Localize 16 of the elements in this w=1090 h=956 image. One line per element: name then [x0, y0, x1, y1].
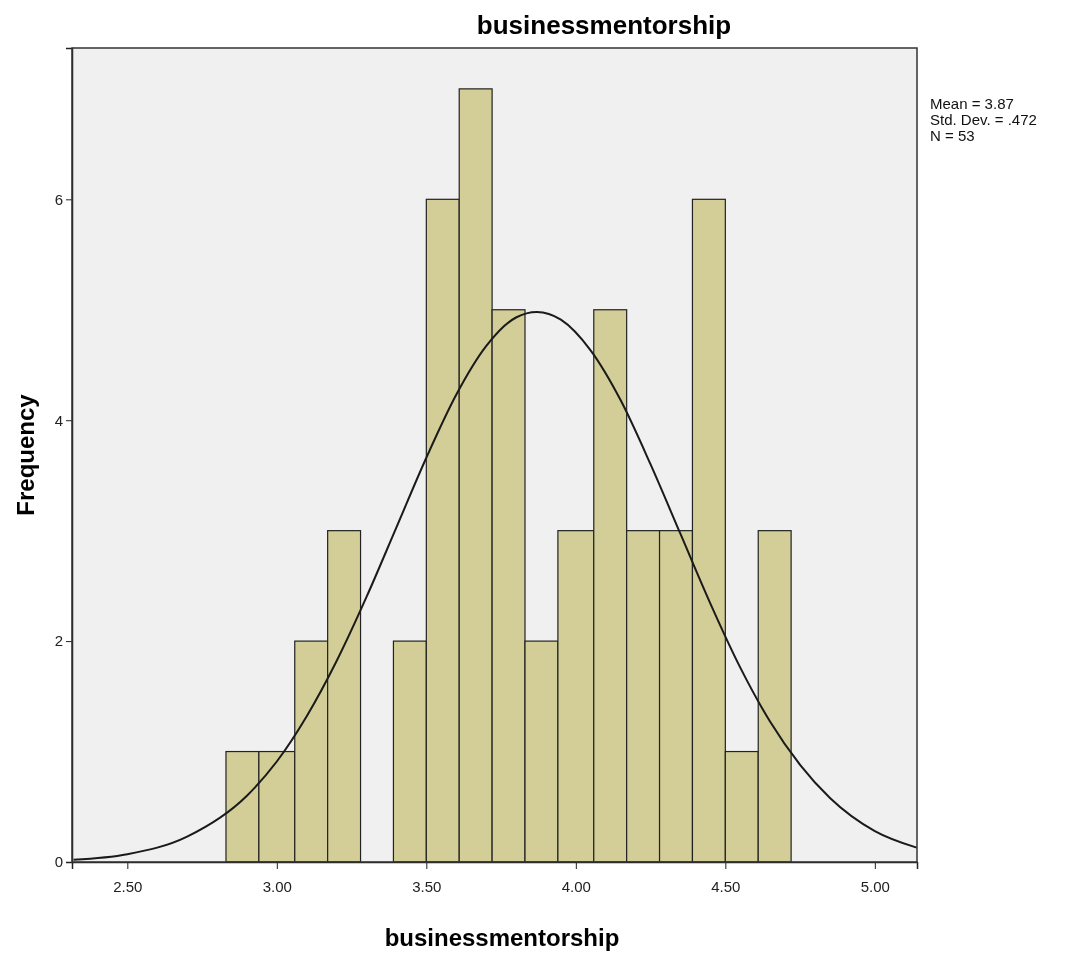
x-tick-label: 4.50	[711, 877, 741, 895]
y-tick-label: 6	[54, 190, 63, 208]
text: Std. Dev. = .472	[930, 111, 1037, 128]
x-tick-label: 4.00	[561, 877, 591, 895]
x-axis-title: businessmentorship	[384, 924, 620, 951]
text: Mean = 3.87	[930, 95, 1014, 112]
chart-title: businessmentorship	[476, 10, 732, 40]
x-tick-label: 3.50	[412, 877, 442, 895]
y-tick-label: 0	[54, 853, 63, 871]
y-tick-label: 4	[54, 411, 63, 429]
text: N = 53	[930, 127, 975, 144]
y-tick-label: 2	[54, 632, 63, 650]
y-axis-title: Frequency	[12, 393, 39, 516]
x-tick-label: 2.50	[113, 877, 143, 895]
x-tick-label: 3.00	[262, 877, 292, 895]
x-tick-label: 5.00	[860, 877, 890, 895]
